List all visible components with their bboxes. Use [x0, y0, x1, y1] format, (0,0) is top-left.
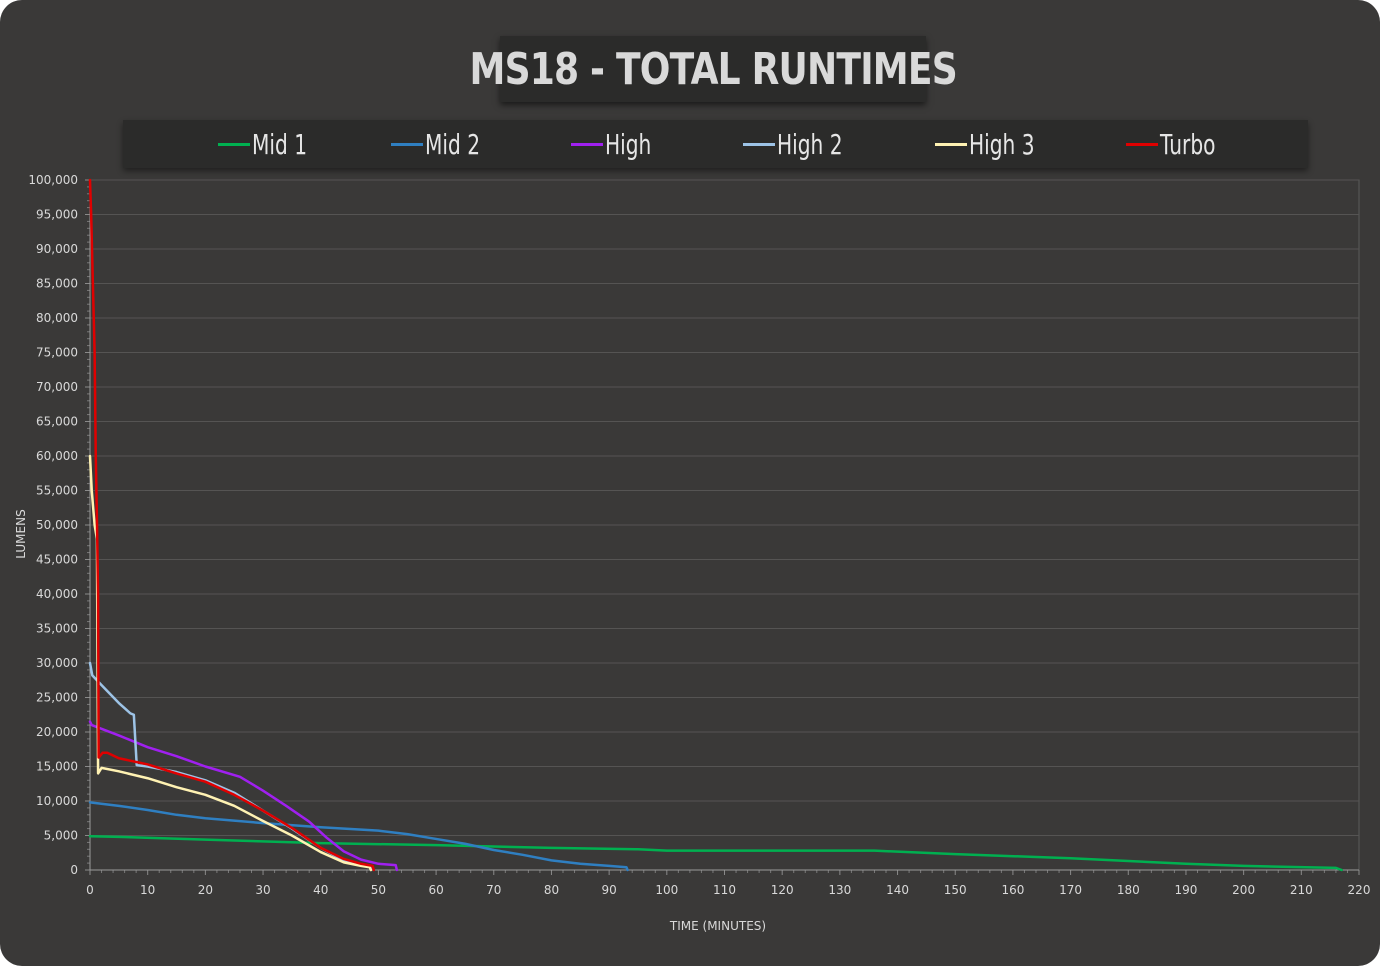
legend-item-high: High	[571, 120, 669, 168]
y-tick-label: 40,000	[36, 587, 78, 601]
chart-title-box: MS18 - TOTAL RUNTIMES	[469, 36, 958, 102]
tick-labels: 0 5,000 10,000 15,000 20,000 25,000 30,000 35,0…	[28, 173, 1370, 897]
legend-swatch	[743, 142, 775, 146]
legend-swatch	[935, 142, 967, 146]
x-tick-label: 160	[1001, 883, 1024, 897]
y-tick-label: 75,000	[36, 346, 78, 360]
y-tick-label: 5,000	[44, 829, 78, 843]
legend-label: High 3	[969, 127, 1035, 161]
x-axis-title: TIME (MINUTES)	[669, 919, 766, 933]
y-tick-label: 60,000	[36, 449, 78, 463]
x-tick-label: 180	[1117, 883, 1140, 897]
y-tick-label: 55,000	[36, 484, 78, 498]
y-tick-label: 100,000	[28, 173, 78, 187]
legend-label: High 2	[777, 127, 843, 161]
legend-label: Mid 2	[425, 127, 481, 161]
series-line-high-2	[88, 661, 373, 872]
x-tick-label: 40	[313, 883, 328, 897]
legend-item-turbo: Turbo	[1126, 120, 1237, 168]
y-tick-label: 0	[70, 863, 78, 877]
x-tick-label: 220	[1348, 883, 1371, 897]
legend-label: Turbo	[1160, 127, 1216, 161]
series-line-mid-1	[88, 834, 1343, 872]
legend-swatch	[391, 142, 423, 146]
y-tick-label: 50,000	[36, 518, 78, 532]
x-tick-label: 190	[1175, 883, 1198, 897]
y-tick-label: 90,000	[36, 242, 78, 256]
legend-item-mid-2: Mid 2	[391, 120, 501, 168]
y-tick-label: 15,000	[36, 760, 78, 774]
x-tick-label: 70	[486, 883, 501, 897]
y-tick-label: 20,000	[36, 725, 78, 739]
legend-swatch	[218, 142, 250, 146]
x-tick-label: 10	[140, 883, 155, 897]
x-tick-label: 80	[544, 883, 559, 897]
x-tick-label: 100	[655, 883, 678, 897]
y-tick-label: 95,000	[36, 208, 78, 222]
chart-title: MS18 - TOTAL RUNTIMES	[469, 43, 957, 95]
y-tick-label: 30,000	[36, 656, 78, 670]
y-tick-label: 10,000	[36, 794, 78, 808]
axes	[85, 179, 1360, 875]
y-tick-label: 45,000	[36, 553, 78, 567]
y-tick-label: 65,000	[36, 415, 78, 429]
legend-label: Mid 1	[252, 127, 308, 161]
y-tick-label: 85,000	[36, 277, 78, 291]
legend-swatch	[1126, 142, 1158, 146]
x-tick-label: 120	[771, 883, 794, 897]
x-tick-label: 130	[828, 883, 851, 897]
x-tick-label: 140	[886, 883, 909, 897]
legend-label: High	[605, 127, 652, 161]
x-tick-label: 30	[255, 883, 270, 897]
x-tick-label: 170	[1059, 883, 1082, 897]
legend-item-high-2: High 2	[743, 120, 868, 168]
legend-swatch	[571, 142, 603, 146]
y-tick-label: 25,000	[36, 691, 78, 705]
gridlines	[90, 179, 1359, 836]
series-lines	[88, 178, 1343, 872]
chart-legend: Mid 1 Mid 2 High High 2 High 3 Turbo	[123, 120, 1308, 168]
x-tick-label: 210	[1290, 883, 1313, 897]
x-tick-label: 200	[1232, 883, 1255, 897]
y-tick-label: 70,000	[36, 380, 78, 394]
x-tick-label: 50	[371, 883, 386, 897]
series-line-turbo	[88, 178, 376, 872]
x-tick-label: 20	[198, 883, 213, 897]
y-tick-label: 35,000	[36, 622, 78, 636]
x-tick-label: 90	[601, 883, 616, 897]
x-tick-label: 150	[944, 883, 967, 897]
series-line-mid-2	[88, 801, 629, 872]
x-tick-label: 110	[713, 883, 736, 897]
x-tick-label: 60	[428, 883, 443, 897]
legend-item-mid-1: Mid 1	[218, 120, 328, 168]
x-tick-label: 0	[86, 883, 94, 897]
series-line-high	[88, 720, 399, 872]
y-tick-label: 80,000	[36, 311, 78, 325]
y-axis-title: LUMENS	[14, 509, 28, 558]
legend-item-high-3: High 3	[935, 120, 1060, 168]
